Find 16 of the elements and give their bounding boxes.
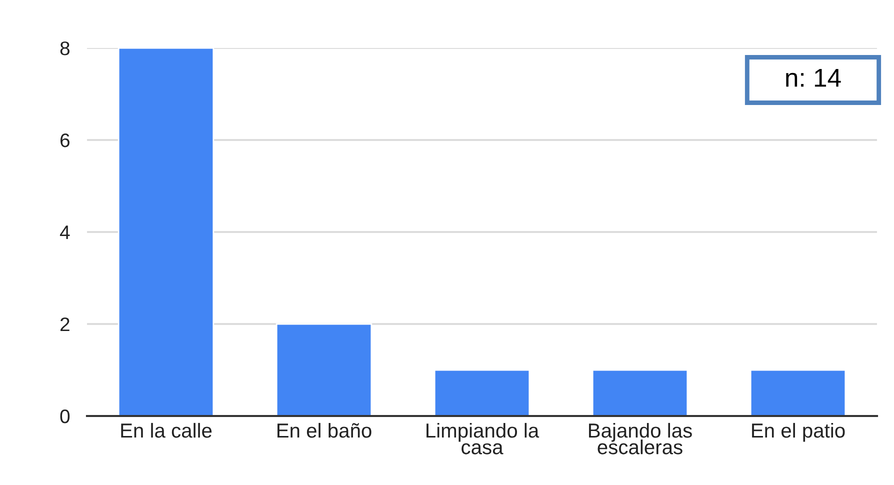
x-tick-label: Bajando las escaleras bbox=[589, 422, 692, 454]
bar bbox=[750, 369, 846, 416]
y-tick-label: 2 bbox=[60, 317, 70, 332]
y-tick-label: 8 bbox=[60, 41, 70, 56]
bar bbox=[434, 369, 530, 416]
x-tick-label: En el baño bbox=[278, 422, 372, 438]
y-tick-label: 4 bbox=[60, 226, 70, 240]
x-tick-label: En la calle bbox=[121, 422, 212, 438]
y-tick-label: 0 bbox=[60, 409, 70, 424]
x-tick-label: Limpiando la casa bbox=[426, 422, 540, 454]
bar bbox=[276, 323, 372, 416]
x-tick-label: En el patio bbox=[752, 422, 845, 442]
y-tick-label: 6 bbox=[60, 133, 70, 148]
bar bbox=[592, 369, 688, 416]
annotation: n: 14 bbox=[786, 68, 841, 87]
bar bbox=[118, 48, 214, 416]
